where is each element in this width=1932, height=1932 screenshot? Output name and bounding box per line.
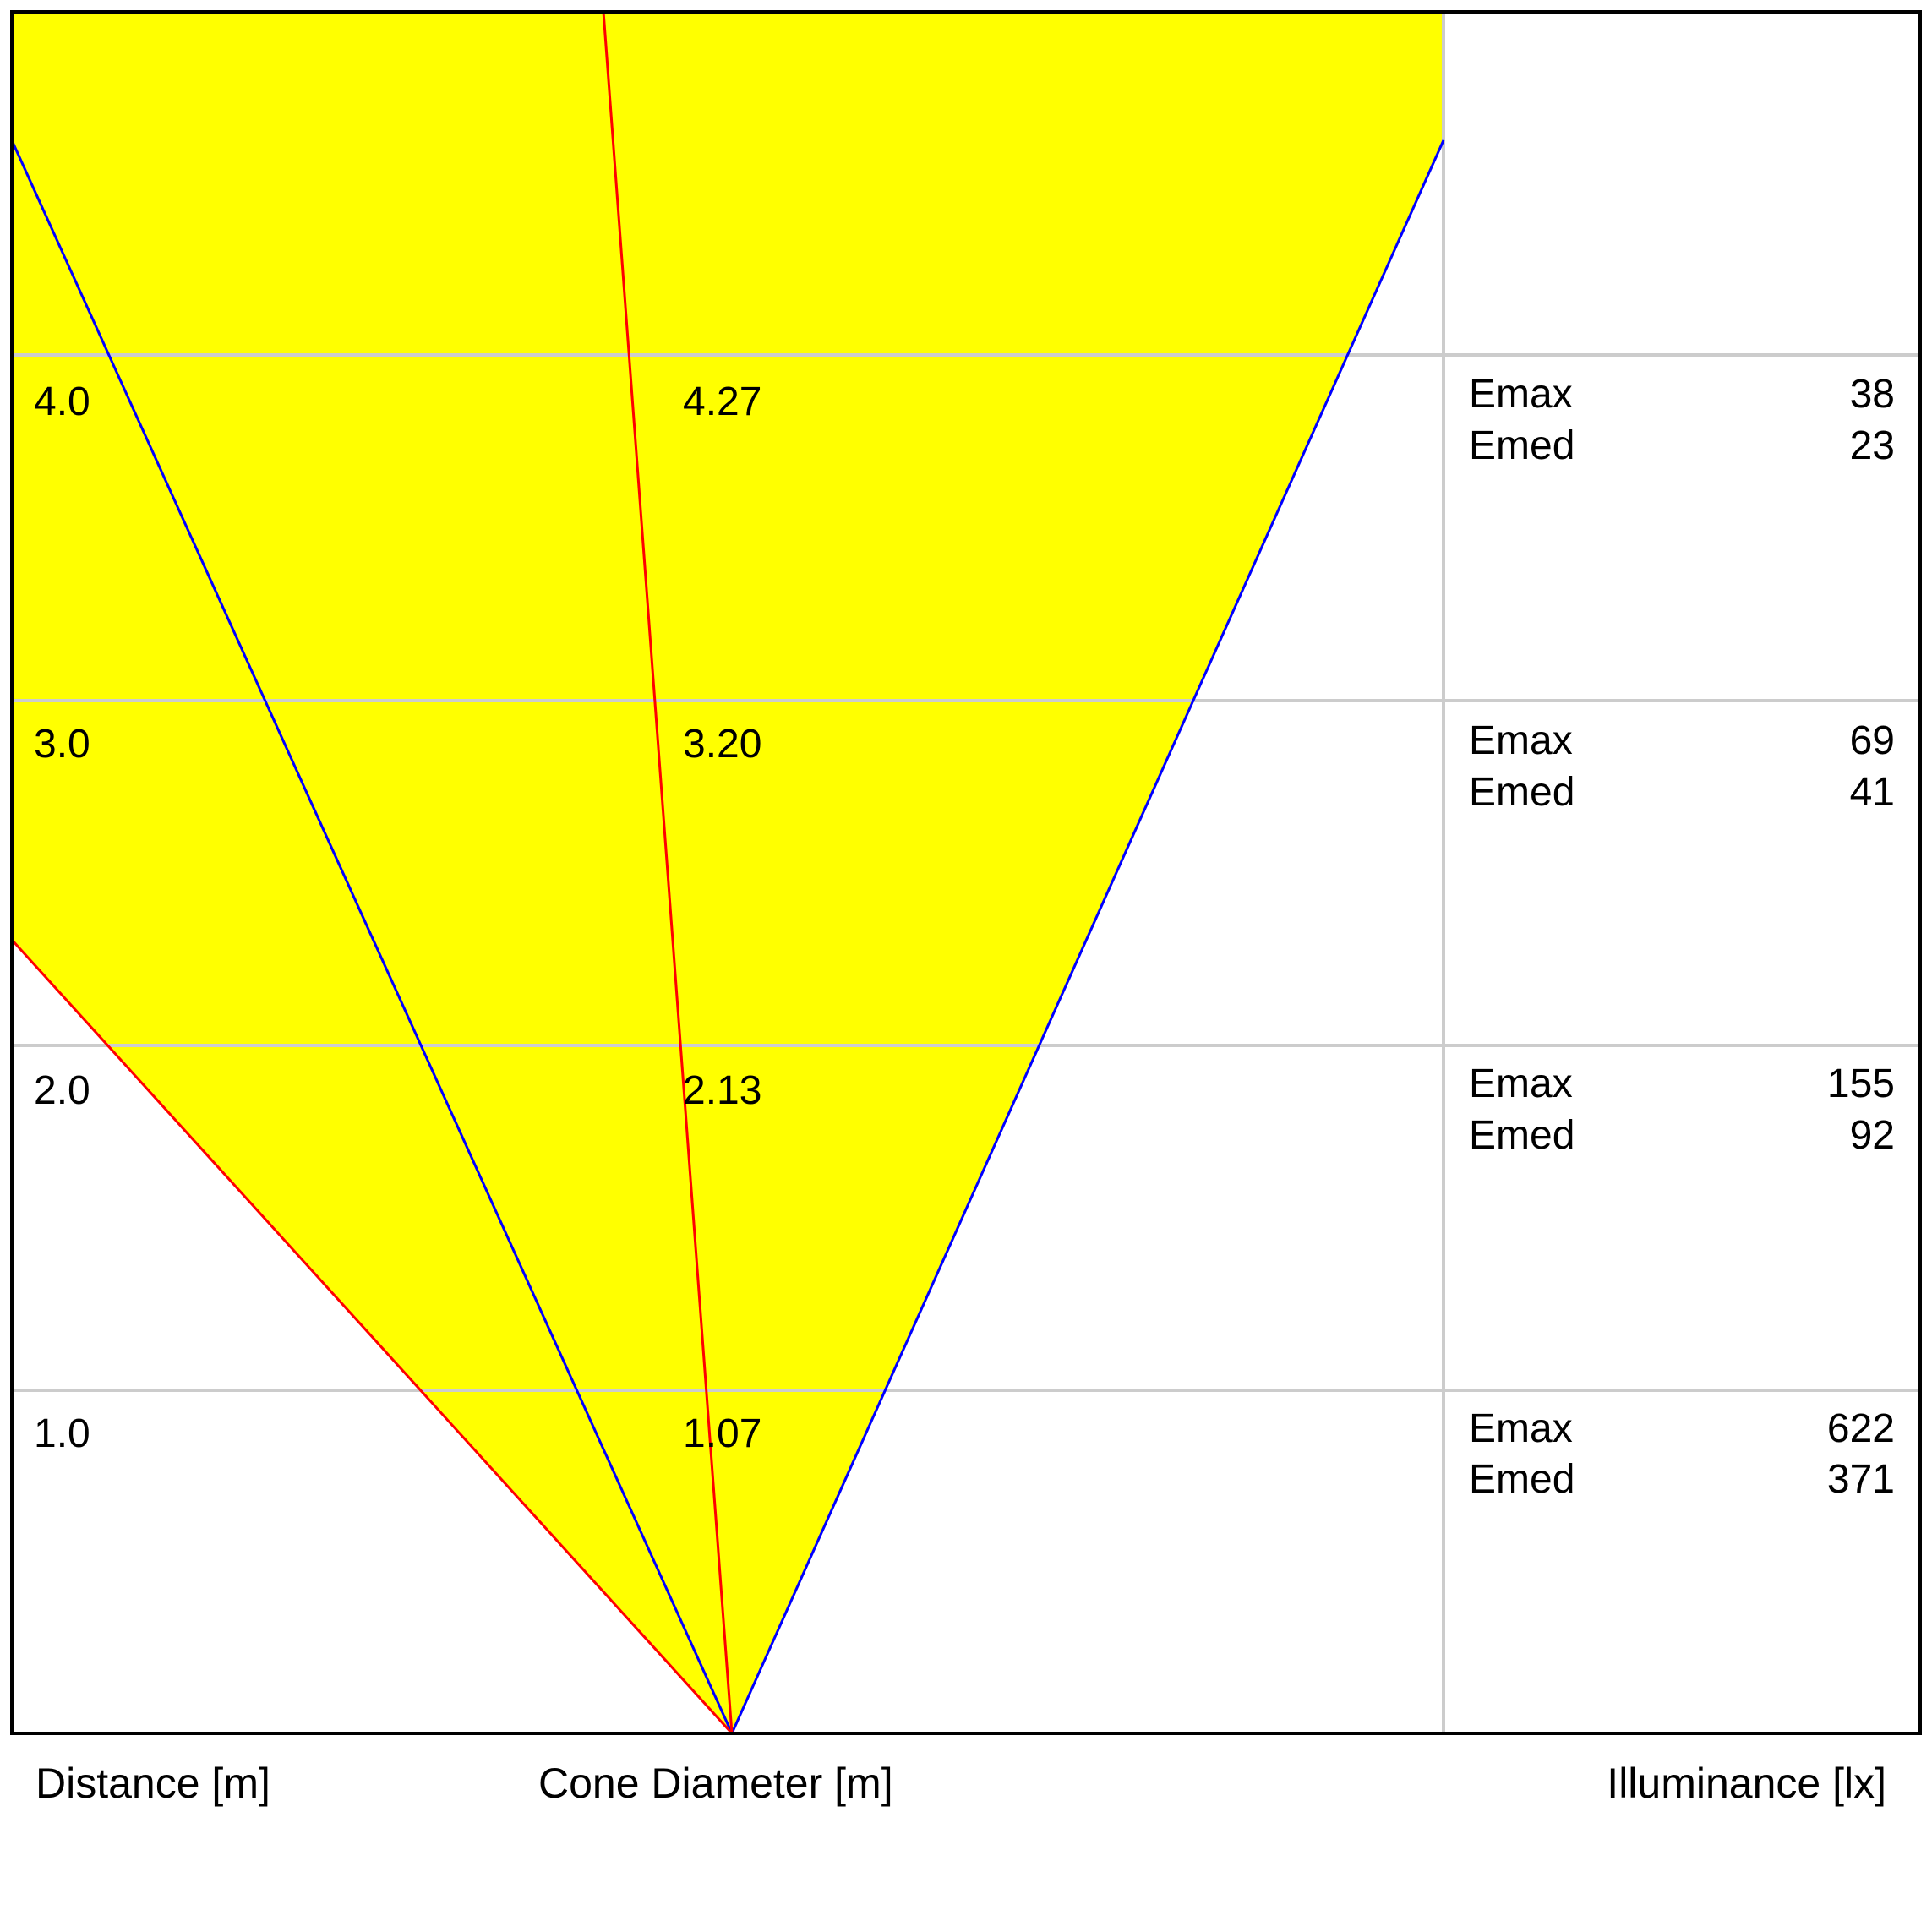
row-3m: 3.0 3.20 Emax 69 Emed 41 (34, 718, 1895, 815)
row-1m: 1.0 1.07 Emax 622 Emed 371 (34, 1406, 1895, 1502)
cone-axis-line (602, 11, 734, 1734)
cone-diameter-axis-label: Cone Diameter [m] (538, 1760, 893, 1807)
distance-value: 4.0 (34, 379, 90, 424)
light-cone-area (12, 12, 1444, 1733)
row-2m: 2.0 2.13 Emax 155 Emed 92 (34, 1062, 1895, 1158)
emax-value: 622 (1827, 1406, 1895, 1451)
emed-value: 371 (1827, 1457, 1895, 1502)
emax-label: Emax (1469, 1062, 1573, 1106)
cone-diameter-value: 1.07 (683, 1411, 761, 1456)
row-4m: 4.0 4.27 Emax 38 Emed 23 (34, 372, 1895, 468)
emed-value: 92 (1850, 1113, 1895, 1158)
emax-value: 155 (1827, 1062, 1895, 1106)
emax-label: Emax (1469, 1406, 1573, 1451)
emax-label: Emax (1469, 718, 1573, 763)
emed-label: Emed (1469, 1457, 1575, 1502)
cone-right-boundary-line (730, 139, 1445, 1734)
emax-value: 69 (1850, 718, 1895, 763)
cone-lines (10, 11, 1445, 1735)
distance-axis-label: Distance [m] (35, 1760, 270, 1807)
cone-diameter-value: 3.20 (683, 722, 761, 767)
emed-value: 41 (1850, 770, 1895, 815)
cone-left-boundary-line (10, 139, 734, 1734)
emax-value: 38 (1850, 372, 1895, 417)
emed-label: Emed (1469, 1113, 1575, 1158)
cone-outer-line (10, 938, 734, 1735)
chart-frame (10, 10, 1922, 1735)
distance-value: 2.0 (34, 1068, 90, 1113)
emed-label: Emed (1469, 770, 1575, 815)
emed-value: 23 (1850, 423, 1895, 468)
distance-value: 1.0 (34, 1411, 90, 1456)
emax-label: Emax (1469, 372, 1573, 417)
emed-label: Emed (1469, 423, 1575, 468)
illuminance-axis-label: Illuminance [lx] (1607, 1760, 1886, 1807)
cone-diameter-value: 2.13 (683, 1068, 761, 1113)
cone-diameter-value: 4.27 (683, 379, 761, 424)
distance-value: 3.0 (34, 722, 90, 767)
distance-grid (12, 353, 1920, 1392)
